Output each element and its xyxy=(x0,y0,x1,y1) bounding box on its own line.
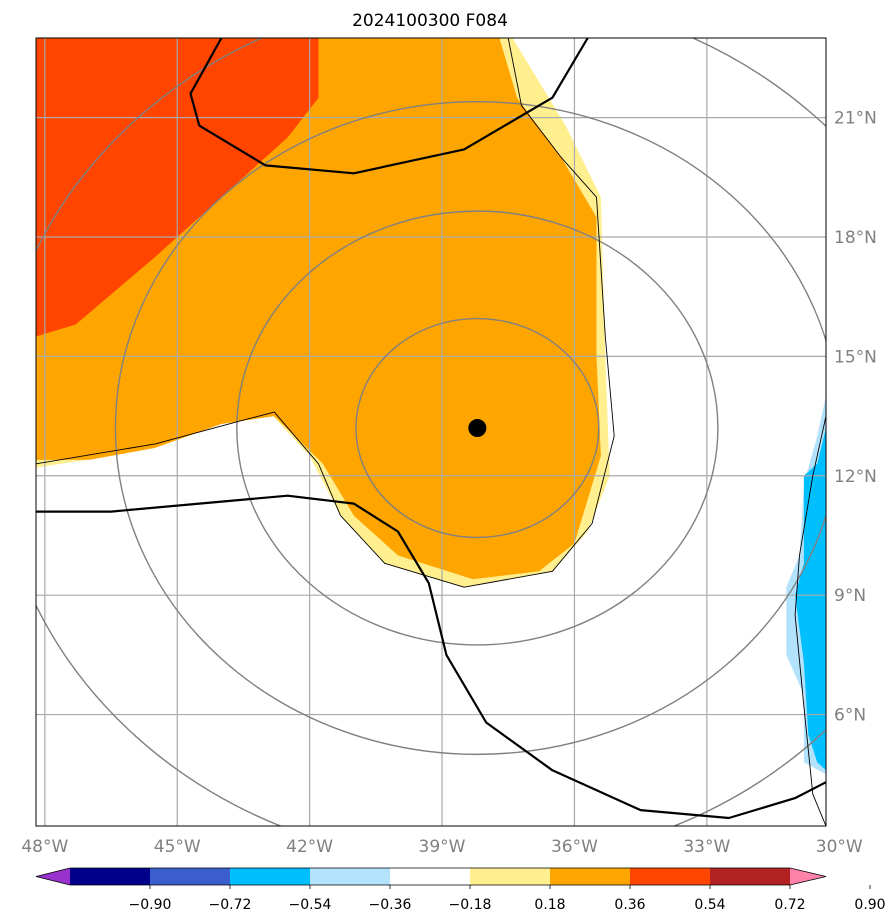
thin-contour-1 xyxy=(794,416,826,826)
colorbar-tick-label-9: 0.90 xyxy=(854,897,885,913)
y-tick-label-5: 21°N xyxy=(834,109,877,129)
colorbar-tick-label-7: 0.54 xyxy=(694,897,725,913)
range-rings xyxy=(36,38,826,826)
thin-contour-0 xyxy=(36,38,615,588)
colorbar-swatch-1 xyxy=(150,868,231,885)
x-tick-label-4: 36°W xyxy=(551,837,598,857)
colorbar-swatch-8 xyxy=(710,868,791,885)
range-ring-0 xyxy=(355,317,600,539)
colorbar-tick-label-6: 0.36 xyxy=(614,897,645,913)
colorbar-swatch-3 xyxy=(310,868,391,885)
range-ring-1 xyxy=(236,210,719,646)
y-tick-label-2: 12°N xyxy=(834,467,877,487)
x-tick-label-2: 42°W xyxy=(286,837,333,857)
colorbar xyxy=(35,867,827,886)
colorbar-tick-label-4: −0.18 xyxy=(449,897,492,913)
filled-region-4 xyxy=(795,428,826,771)
x-tick-label-3: 39°W xyxy=(419,837,466,857)
colorbar-tick-label-2: −0.54 xyxy=(289,897,332,913)
y-tick-label-4: 18°N xyxy=(834,228,877,248)
colorbar-swatch-4 xyxy=(390,868,471,885)
plot-frame xyxy=(35,37,827,827)
contour-lines xyxy=(36,38,826,826)
colorbar-swatch-7 xyxy=(630,868,711,885)
colorbar-tick-label-1: −0.72 xyxy=(209,897,252,913)
x-tick-label-6: 30°W xyxy=(816,837,863,857)
y-tick-label-1: 9°N xyxy=(834,586,866,606)
colorbar-tick-label-0: −0.90 xyxy=(129,897,172,913)
colorbar-tick-label-3: −0.36 xyxy=(369,897,412,913)
thick-contour-1 xyxy=(36,494,826,820)
x-tick-labels: 48°W 45°W 42°W 39°W 36°W 33°W 30°W xyxy=(21,837,863,857)
colorbar-outline xyxy=(35,867,827,886)
x-tick-label-5: 33°W xyxy=(683,837,730,857)
y-tick-label-3: 15°N xyxy=(834,347,877,367)
colorbar-extend-low xyxy=(36,868,70,885)
storm-center-marker xyxy=(468,419,487,438)
x-tick-label-1: 45°W xyxy=(154,837,201,857)
thick-contour-0 xyxy=(189,38,589,175)
colorbar-swatch-6 xyxy=(550,868,631,885)
storm-center-layer xyxy=(468,419,487,438)
colorbar-tick-label-8: 0.72 xyxy=(774,897,805,913)
colorbar-extend-high xyxy=(790,868,826,885)
colorbar-swatch-0 xyxy=(70,868,151,885)
y-tick-labels: 6°N 9°N 12°N 15°N 18°N 21°N xyxy=(834,109,877,726)
x-tick-label-0: 48°W xyxy=(21,837,68,857)
colorbar-swatch-2 xyxy=(230,868,311,885)
colorbar-swatch-5 xyxy=(470,868,551,885)
colorbar-tick-label-5: 0.18 xyxy=(534,897,565,913)
chart-title: 2024100300 F084 xyxy=(352,11,508,31)
y-tick-label-0: 6°N xyxy=(834,706,866,726)
range-ring-2 xyxy=(114,101,826,755)
colorbar-tick-labels: −0.90 −0.72 −0.54 −0.36 −0.18 0.18 0.36 0.54 0.7… xyxy=(129,885,886,913)
